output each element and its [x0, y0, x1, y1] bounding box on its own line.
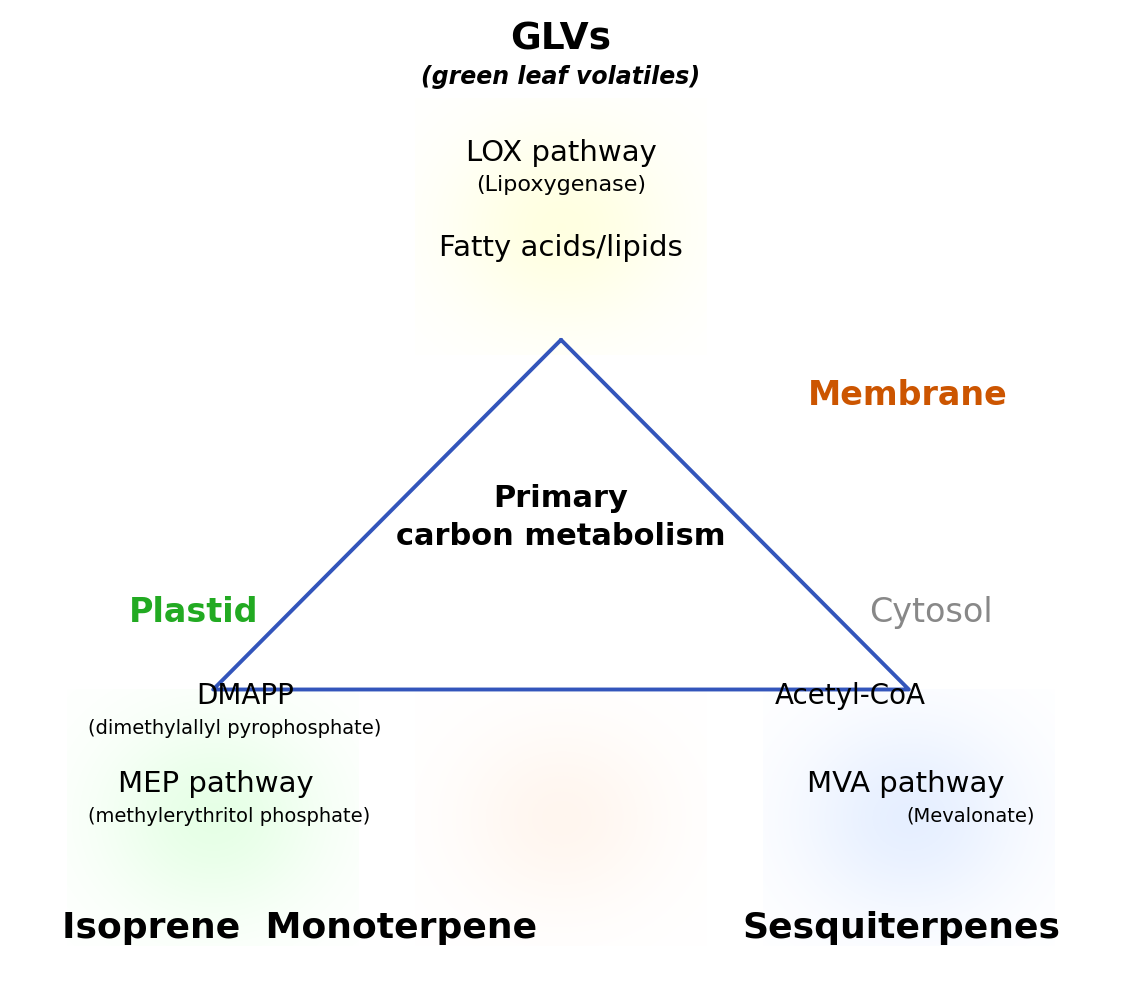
Text: (Mevalonate): (Mevalonate) [905, 807, 1034, 825]
Text: GLVs: GLVs [511, 22, 611, 57]
Text: Plastid: Plastid [129, 596, 258, 629]
Text: MEP pathway: MEP pathway [118, 770, 313, 798]
Text: DMAPP: DMAPP [196, 682, 294, 709]
Text: MVA pathway: MVA pathway [807, 770, 1004, 798]
Text: Fatty acids/lipids: Fatty acids/lipids [439, 234, 683, 262]
Text: (dimethylallyl pyrophosphate): (dimethylallyl pyrophosphate) [88, 719, 380, 738]
Text: LOX pathway: LOX pathway [466, 139, 656, 166]
Text: (Lipoxygenase): (Lipoxygenase) [476, 175, 646, 195]
Text: Sesquiterpenes: Sesquiterpenes [743, 911, 1060, 945]
Text: Cytosol: Cytosol [870, 596, 993, 629]
Text: Acetyl-CoA: Acetyl-CoA [774, 682, 926, 709]
Text: (methylerythritol phosphate): (methylerythritol phosphate) [88, 807, 370, 825]
Text: Isoprene  Monoterpene: Isoprene Monoterpene [62, 911, 536, 945]
Text: Primary
carbon metabolism: Primary carbon metabolism [396, 484, 726, 551]
Text: (green leaf volatiles): (green leaf volatiles) [422, 65, 700, 89]
Text: Membrane: Membrane [808, 379, 1008, 413]
